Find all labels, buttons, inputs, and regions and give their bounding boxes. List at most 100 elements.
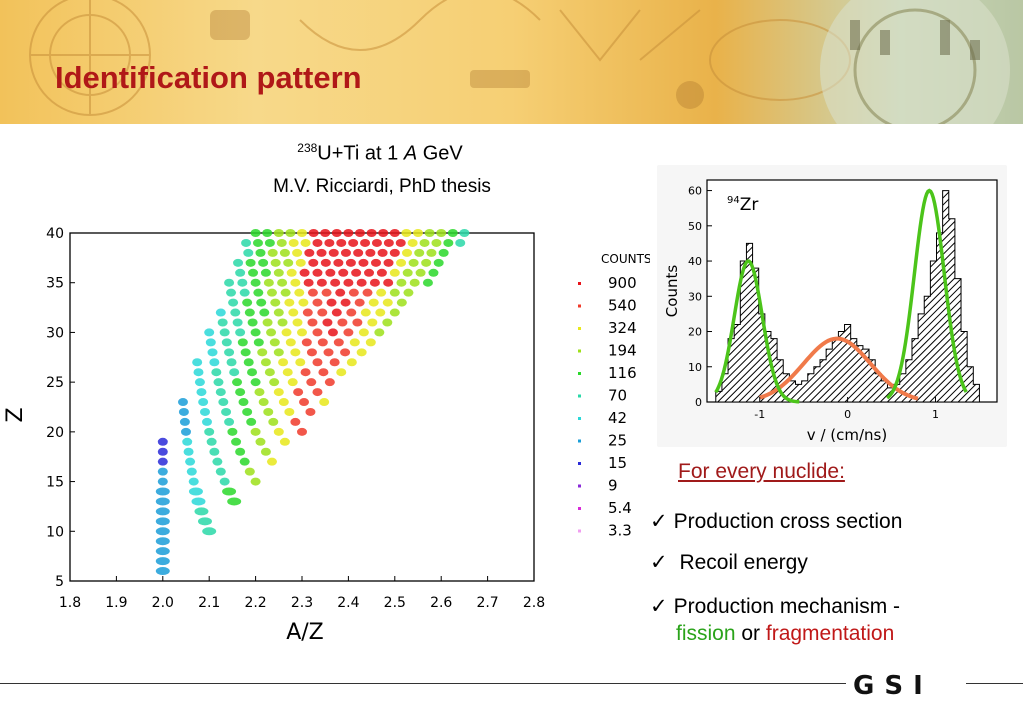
nuclide-point: [155, 497, 170, 506]
nuclide-point: [257, 348, 268, 357]
nuclide-point: [239, 288, 250, 297]
source-label: M.V. Ricciardi, PhD thesis: [273, 176, 491, 197]
nuclide-point: [409, 278, 420, 287]
nuclide-point: [307, 318, 318, 327]
nuclide-point: [353, 248, 364, 257]
nuclide-point: [255, 437, 266, 446]
nuclide-point: [250, 477, 261, 486]
nuclide-point: [306, 378, 317, 387]
nuclide-point: [224, 348, 235, 357]
x-tick-label: 1.9: [105, 595, 127, 611]
nuclide-point: [242, 407, 253, 416]
nuclide-point: [279, 437, 290, 446]
slide-title: Identification pattern: [55, 60, 362, 95]
nuclide-point: [301, 338, 312, 347]
nuclide-point: [287, 378, 298, 387]
x-tick-label: 1.8: [59, 595, 81, 611]
nuclide-point: [293, 388, 304, 397]
bullet-text: Production cross section: [673, 510, 903, 533]
nuclide-heading: For every nuclide:: [678, 460, 845, 483]
histogram-y-label: Counts: [663, 265, 681, 318]
nuclide-point: [273, 308, 284, 317]
nuclide-point: [321, 288, 332, 297]
nuclide-point: [407, 238, 418, 247]
nuclide-point: [279, 248, 290, 257]
nuclide-point: [297, 229, 307, 237]
histogram-x-ticks: -1 0 1: [754, 397, 939, 421]
nuclide-point: [413, 229, 423, 237]
nuclide-point: [278, 398, 289, 407]
nuclide-point: [389, 268, 400, 277]
nuclide-point: [197, 517, 212, 526]
nuclide-point: [365, 248, 376, 257]
nuclide-point: [273, 427, 284, 436]
legend-label: 194: [608, 342, 637, 360]
identification-plot: 1.8 1.9 2.0 2.1 2.2 2.3 2.4 2.5 2.6 2.7 2.8 40 35 30…: [3, 226, 650, 645]
nuclide-point: [352, 318, 363, 327]
nuclide-point: [323, 348, 334, 357]
y-tick-label: 15: [46, 475, 64, 491]
nuclide-point: [328, 248, 339, 257]
nuclide-point: [268, 417, 279, 426]
nuclide-point: [312, 298, 323, 307]
nuclide-point: [253, 338, 264, 347]
nuclide-point: [297, 427, 307, 436]
nuclide-point: [297, 328, 307, 337]
nuclide-point: [286, 268, 297, 277]
nuclide-point: [262, 229, 273, 237]
nuclide-point: [211, 368, 222, 377]
nuclide-point: [389, 248, 400, 257]
nuclide-element: Zr: [740, 195, 759, 215]
nuclide-point: [371, 238, 382, 247]
nuclide-point: [308, 229, 319, 237]
nuclide-point: [212, 457, 223, 466]
velocity-histogram-panel: -1 0 1 60 50 40 30 20 10 0 94Zr v / (cm/ns) Coun…: [657, 165, 1007, 447]
nuclide-point: [266, 457, 277, 466]
nuclide-point: [364, 268, 375, 277]
nuclide-point: [421, 258, 432, 267]
footer-divider: [0, 683, 846, 684]
legend-swatch: [578, 394, 581, 398]
nuclide-point: [295, 358, 306, 367]
nuclide-point: [383, 238, 394, 247]
nuclide-point: [376, 288, 387, 297]
nuclide-point: [215, 388, 226, 397]
nuclide-point: [333, 338, 344, 347]
nuclide-point: [193, 368, 204, 377]
nuclide-point: [402, 268, 413, 277]
nuclide-point: [258, 258, 269, 267]
nuclide-point: [285, 229, 296, 237]
x-tick-label: 2.5: [384, 595, 406, 611]
nuclide-point: [245, 258, 256, 267]
histogram-y-tick-label: 60: [688, 185, 702, 198]
nuclide-point: [204, 328, 215, 337]
bullet-text: Recoil energy: [673, 551, 808, 574]
y-tick-label: 25: [46, 375, 64, 391]
nuclide-label: 94Zr: [727, 195, 758, 215]
nuclide-point: [227, 497, 242, 506]
histogram-x-tick-label: 1: [932, 408, 939, 421]
nuclide-point: [215, 467, 226, 476]
nuclide-point: [292, 248, 303, 257]
nuclide-point: [340, 248, 351, 257]
nuclide-point: [155, 557, 170, 566]
nuclide-point: [250, 378, 261, 387]
legend-swatch: [578, 417, 581, 420]
nuclide-point: [266, 328, 277, 337]
check-icon: ✓: [650, 510, 668, 533]
nuclide-point: [277, 318, 288, 327]
fission-label: fission: [676, 622, 736, 645]
nuclide-point: [376, 268, 387, 277]
nuclide-point: [192, 358, 203, 367]
nuclide-point: [438, 248, 449, 257]
nuclide-point: [349, 338, 360, 347]
header-banner: Identification pattern: [0, 0, 1023, 124]
nuclide-point: [183, 447, 194, 456]
nuclide-point: [346, 308, 357, 317]
nuclide-point: [280, 288, 291, 297]
nuclide-point: [276, 238, 287, 247]
histogram-y-tick-label: 0: [695, 396, 702, 409]
nuclide-point: [419, 238, 430, 247]
nuclide-point: [436, 229, 447, 237]
or-label: or: [735, 622, 766, 645]
